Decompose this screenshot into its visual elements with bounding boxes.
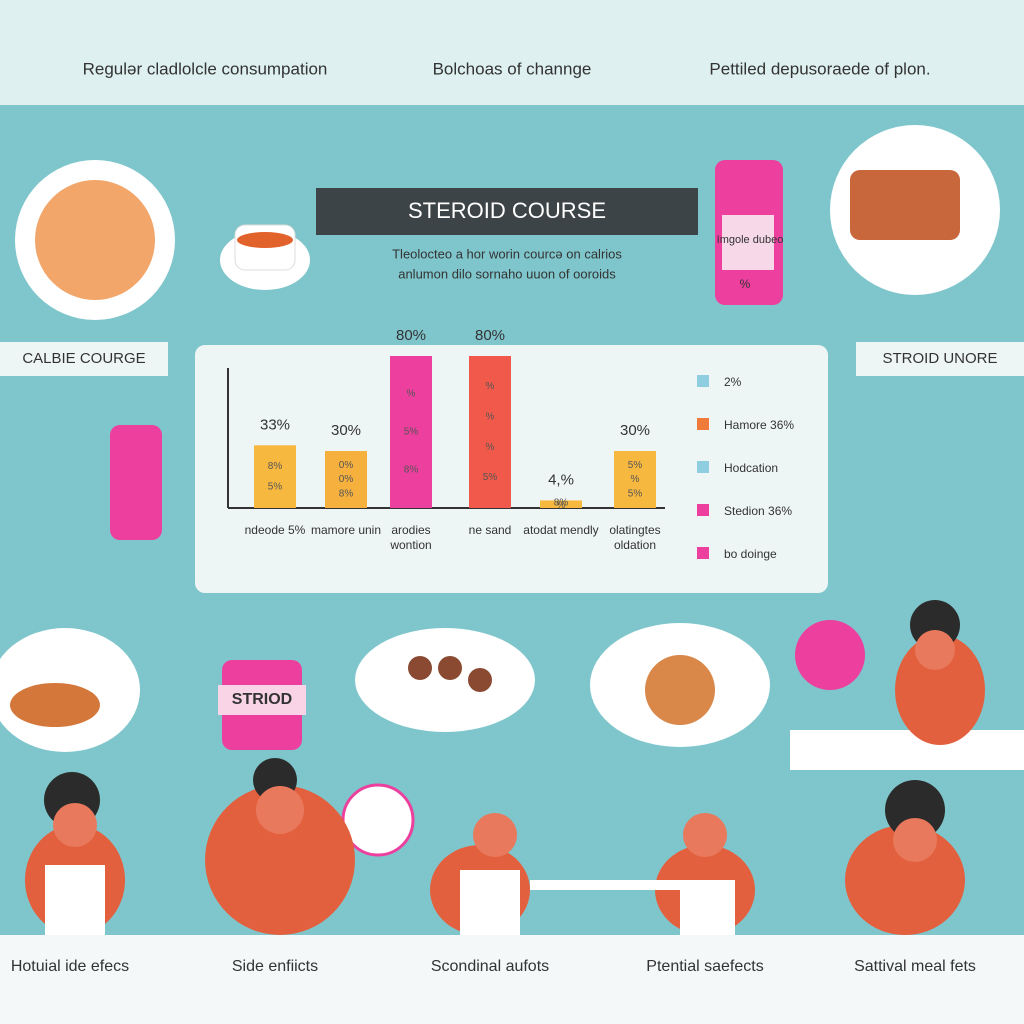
value-label: 30% [620, 422, 650, 439]
subtitle: anlumon dilo sornaho uuon of ooroids [398, 266, 616, 281]
footer-caption: Ptential saefects [646, 958, 763, 975]
header-text: Bolchoas of channge [433, 59, 592, 78]
bar [469, 356, 511, 508]
header-text: Regulər cladlolcle consumpation [83, 59, 328, 78]
bar-inner-label: 8% [268, 461, 283, 472]
chart-panel [195, 345, 828, 593]
title-banner [316, 188, 698, 235]
bar-inner-label: 8% [554, 498, 569, 509]
top-band [0, 0, 1024, 105]
legend-label: Hamore 36% [724, 418, 794, 432]
value-label: 33% [260, 416, 290, 433]
bar-inner-label: % [486, 411, 495, 422]
bar-inner-label: 8% [339, 488, 354, 499]
legend-label: Stedion 36% [724, 504, 792, 518]
bar-inner-label: 8% [404, 465, 419, 476]
bar-inner-label: 5% [483, 472, 498, 483]
legend-label: 2% [724, 375, 742, 389]
legend-swatch [697, 504, 709, 516]
bar-inner-label: 5% [268, 482, 283, 493]
subtitle: Tleolocteo a hor worin courcə on calrios [392, 246, 622, 261]
footer-caption: Side enfiicts [232, 958, 318, 975]
footer-caption: Sattival meal fets [854, 958, 976, 975]
bar-inner-label: 0% [339, 474, 354, 485]
legend-label: bo doinge [724, 547, 777, 561]
value-label: 80% [396, 327, 426, 344]
header-text: Pettiled depusoraede of plon. [709, 59, 930, 78]
legend-swatch [697, 375, 709, 387]
x-tick-label: ne sand [468, 523, 512, 537]
legend-label: Hodcation [724, 461, 778, 475]
bottom-band [0, 935, 1024, 1024]
x-tick-label: atodat mendly [523, 523, 599, 537]
legend-swatch [697, 418, 709, 430]
bottle-label: % [740, 277, 751, 291]
footer-caption: Hotuial ide efecs [11, 958, 129, 975]
bar-inner-label: 5% [628, 460, 643, 471]
bar-inner-label: % [486, 442, 495, 453]
x-tick-label: mamore unin [310, 523, 382, 537]
bar [390, 356, 432, 508]
bottle-label: Imgole dubeo [717, 234, 784, 246]
right-tag-box [856, 342, 1024, 376]
value-label: 4,% [548, 471, 574, 488]
bar-inner-label: % [486, 381, 495, 392]
bar [325, 451, 367, 508]
bottle-label: STRIOD [232, 691, 292, 708]
side-tag: STROID UNORE [882, 350, 997, 367]
bar-inner-label: % [631, 474, 640, 485]
legend-swatch [697, 547, 709, 559]
left-tag-box [0, 342, 168, 376]
bar-inner-label: 5% [628, 488, 643, 499]
x-tick-label: arodies wontion [390, 523, 432, 552]
bar-inner-label: % [557, 500, 566, 511]
decor [0, 125, 1024, 935]
chart-title: STEROID COURSE [408, 198, 606, 223]
bar-inner-label: % [407, 389, 416, 400]
footer-caption: Scondinal aufots [431, 958, 549, 975]
bar-inner-label: 0% [339, 460, 354, 471]
x-tick-label: olatingtes oldation [609, 523, 661, 552]
bar [540, 500, 582, 508]
value-label: 80% [475, 327, 505, 344]
value-label: 30% [331, 422, 361, 439]
legend-swatch [697, 461, 709, 473]
bar [614, 451, 656, 508]
x-tick-label: ndeode 5% [244, 523, 306, 537]
side-tag: CALBIE COURGE [22, 350, 145, 367]
bar [254, 445, 296, 508]
bar-inner-label: 5% [404, 427, 419, 438]
